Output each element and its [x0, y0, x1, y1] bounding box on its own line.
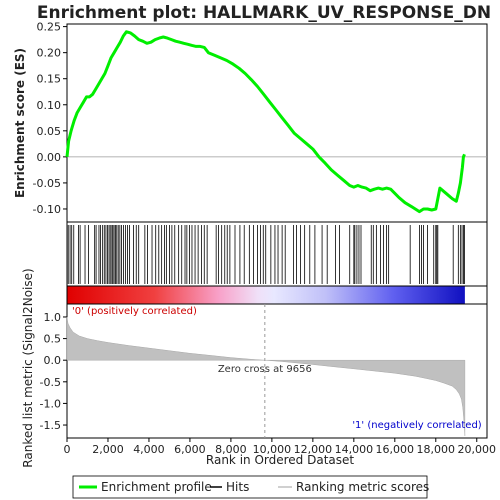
x-tick-label: 6,000 — [174, 443, 206, 456]
es-y-axis-label: Enrichment score (ES) — [13, 48, 27, 198]
x-axis-label: Rank in Ordered Dataset — [206, 453, 354, 467]
x-tick-label: 16,000 — [376, 443, 415, 456]
metric-panel: -1.5 -1.0 -0.5 0.0 0.5 1.0 Zero cross at 9656… — [21, 268, 488, 468]
legend-label-enrichment: Enrichment profile — [101, 480, 212, 494]
metric-y-tick-label: 0.5 — [44, 333, 62, 346]
x-ticks: 0 2,000 4,000 6,000 8,000 10,000 12,000 14,000 1… — [64, 438, 497, 456]
x-tick-label: 2,000 — [92, 443, 124, 456]
enrichment-profile-line — [65, 30, 466, 214]
x-tick-label: 20,000 — [458, 443, 497, 456]
legend-box — [72, 475, 428, 499]
x-tick-label: 4,000 — [133, 443, 165, 456]
metric-y-ticks: -1.5 -1.0 -0.5 0.0 0.5 1.0 — [40, 311, 67, 432]
metric-y-axis-label: Ranked list metric (Signal2Noise) — [21, 268, 35, 467]
metric-y-tick-label: -1.0 — [40, 397, 61, 410]
negative-correlation-label: '1' (negatively correlated) — [352, 420, 481, 431]
x-tick-label: 12,000 — [294, 443, 333, 456]
ranking-colorbar — [67, 286, 465, 304]
es-y-tick-label: 0.05 — [37, 125, 62, 138]
x-tick-label: 0 — [64, 443, 71, 456]
zero-cross-label: Zero cross at 9656 — [218, 364, 312, 375]
legend-label-hits: Hits — [226, 480, 249, 494]
legend: Enrichment profile Hits Ranking metric s… — [72, 475, 429, 499]
metric-plot-frame — [66, 303, 488, 439]
metric-y-tick-label: 0.0 — [44, 354, 62, 367]
positive-correlation-label: '0' (positively correlated) — [72, 306, 197, 317]
metric-y-tick-label: -0.5 — [40, 376, 61, 389]
x-tick-label: 8,000 — [215, 443, 247, 456]
hit-marks — [67, 225, 465, 284]
chart-title: Enrichment plot: HALLMARK_UV_RESPONSE_DN — [37, 3, 491, 23]
es-y-tick-label: 0.25 — [37, 21, 62, 34]
legend-label-ranking: Ranking metric scores — [296, 480, 429, 494]
es-y-ticks: -0.10 -0.05 0.00 0.05 0.10 0.15 0.20 0.25 — [33, 21, 67, 216]
x-tick-label: 18,000 — [417, 443, 456, 456]
metric-y-tick-label: -1.5 — [40, 419, 61, 432]
rank-colorbar — [66, 285, 488, 305]
metric-y-tick-label: 1.0 — [44, 311, 62, 324]
x-tick-label: 10,000 — [253, 443, 292, 456]
es-y-tick-label: 0.10 — [37, 99, 62, 112]
es-y-tick-label: 0.00 — [37, 151, 62, 164]
x-tick-label: 14,000 — [335, 443, 374, 456]
es-panel: -0.10 -0.05 0.00 0.05 0.10 0.15 0.20 0.25 Enric… — [13, 21, 488, 223]
es-y-tick-label: 0.20 — [37, 47, 62, 60]
es-y-tick-label: -0.10 — [33, 203, 61, 216]
ranking-metric-area — [66, 316, 466, 436]
es-y-tick-label: -0.05 — [33, 177, 61, 190]
es-y-tick-label: 0.15 — [37, 73, 62, 86]
